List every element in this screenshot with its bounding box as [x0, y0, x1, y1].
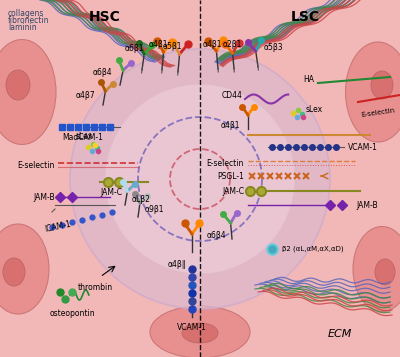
Text: sLex: sLex — [306, 105, 323, 114]
Text: HA: HA — [303, 75, 314, 84]
Text: LSC: LSC — [290, 10, 320, 24]
Text: β2 (αL,αM,αX,αD): β2 (αL,αM,αX,αD) — [282, 246, 344, 252]
Ellipse shape — [3, 258, 25, 286]
Text: αLβ2: αLβ2 — [132, 195, 151, 203]
Circle shape — [105, 84, 295, 274]
Text: thrombin: thrombin — [78, 283, 112, 292]
Text: α6β4: α6β4 — [92, 67, 112, 76]
Text: E-selectin: E-selectin — [207, 159, 244, 167]
Text: E-selectin: E-selectin — [18, 161, 55, 170]
Ellipse shape — [353, 226, 400, 312]
Text: collagens: collagens — [8, 9, 44, 18]
Text: E-selectin: E-selectin — [360, 107, 395, 118]
Text: MadCAM-1: MadCAM-1 — [62, 133, 103, 142]
Text: α9β1: α9β1 — [145, 205, 164, 213]
Text: osteopontin: osteopontin — [49, 309, 95, 318]
Text: α6β1: α6β1 — [124, 44, 144, 53]
Text: JAM-B: JAM-B — [33, 192, 55, 201]
Ellipse shape — [150, 306, 250, 357]
Text: α2β1: α2β1 — [222, 40, 242, 49]
Text: α4β‖: α4β‖ — [167, 260, 186, 269]
Text: JAM-C: JAM-C — [222, 186, 244, 196]
Text: CD44: CD44 — [221, 91, 242, 100]
Text: ECM: ECM — [328, 329, 352, 339]
Text: α4β1: α4β1 — [220, 121, 240, 130]
Ellipse shape — [0, 224, 49, 314]
Text: α4β1: α4β1 — [148, 40, 168, 49]
Text: VCAM-1: VCAM-1 — [177, 323, 207, 332]
Ellipse shape — [375, 259, 395, 285]
Text: VCAM-1: VCAM-1 — [348, 142, 378, 151]
Ellipse shape — [182, 323, 218, 343]
Text: PSGL-1: PSGL-1 — [217, 171, 244, 181]
Text: α5β3: α5β3 — [264, 43, 284, 52]
Text: laminin: laminin — [8, 23, 37, 32]
Text: α4β7: α4β7 — [75, 91, 95, 100]
Ellipse shape — [6, 70, 30, 100]
Text: sLex: sLex — [76, 132, 93, 141]
Text: ICAM-1: ICAM-1 — [44, 220, 72, 234]
Circle shape — [70, 49, 330, 309]
Text: α6β4: α6β4 — [206, 231, 226, 240]
Text: fibronectin: fibronectin — [8, 16, 50, 25]
Text: JAM-B: JAM-B — [356, 201, 378, 210]
Ellipse shape — [346, 42, 400, 142]
Text: JAM-C: JAM-C — [100, 188, 122, 197]
Text: α4β1: α4β1 — [202, 40, 222, 49]
Text: HSC: HSC — [89, 10, 121, 24]
Ellipse shape — [0, 40, 56, 145]
Text: α5β1: α5β1 — [162, 42, 182, 51]
Ellipse shape — [371, 71, 393, 99]
